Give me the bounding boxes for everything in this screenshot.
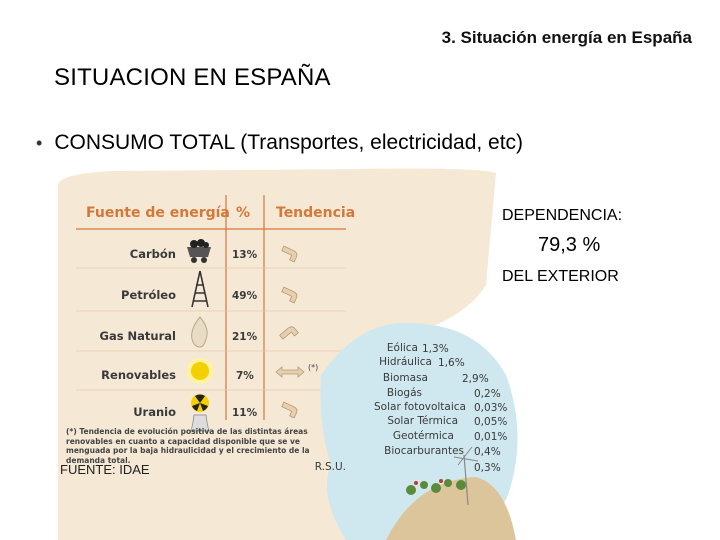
page-title: SITUACION EN ESPAÑA — [54, 64, 331, 91]
dependency-label: DEPENDENCIA: — [502, 207, 623, 224]
oil-derrick-icon — [191, 270, 209, 308]
ren-value: 0,3% — [474, 462, 501, 474]
header-fuente: Fuente de energía — [86, 205, 230, 221]
sun-icon — [187, 358, 213, 384]
trend-asterisk: (*) — [308, 363, 319, 372]
header-tendencia: Tendencia — [276, 205, 356, 221]
row-pct-petroleo: 49% — [232, 290, 258, 302]
ren-name: Biogás — [386, 387, 422, 399]
ren-value: 0,4% — [474, 446, 501, 458]
ren-name: Eólica — [386, 342, 418, 354]
row-pct-uranio: 11% — [232, 407, 258, 419]
ren-name: Solar Térmica — [387, 415, 458, 427]
dependency-value: 79,3 % — [538, 234, 601, 256]
bullet-text: CONSUMO TOTAL (Transportes, electricidad… — [54, 131, 524, 154]
ren-name: Biomasa — [382, 372, 428, 384]
source-label: FUENTE: IDAE — [60, 462, 150, 477]
ren-value: 0,05% — [474, 416, 508, 428]
ren-value: 0,03% — [474, 402, 508, 414]
ren-value: 2,9% — [462, 373, 489, 385]
row-name-renovables: Renovables — [101, 368, 176, 382]
row-name-petroleo: Petróleo — [121, 288, 176, 302]
ren-name: Geotérmica — [392, 430, 454, 442]
row-pct-renovables: 7% — [236, 370, 254, 382]
panel-background — [58, 168, 518, 540]
bullet-dot: • — [36, 132, 43, 153]
trend-down-icon — [281, 245, 298, 263]
ren-name: R.S.U. — [314, 461, 346, 473]
trend-down-icon — [281, 286, 298, 304]
row-pct-gas: 21% — [232, 331, 258, 343]
gas-flame-icon — [191, 316, 208, 348]
ren-name: Hidráulica — [379, 356, 432, 368]
ren-value: 0,2% — [474, 388, 501, 400]
ren-name: Biocarburantes — [384, 445, 464, 457]
row-name-carbon: Carbón — [129, 247, 176, 261]
ren-name: Solar fotovoltaica — [374, 401, 466, 413]
trend-up-icon — [279, 326, 299, 340]
footnote: (*) Tendencia de evolución positiva de l… — [66, 427, 310, 465]
header-percent: % — [236, 205, 251, 221]
ren-value: 1,6% — [438, 357, 465, 369]
trend-down-icon — [281, 401, 298, 419]
dependency-suffix: DEL EXTERIOR — [502, 268, 619, 285]
ren-value: 0,01% — [474, 431, 508, 443]
energy-panel: Fuente de energía % Tendencia Carbón Pet… — [56, 165, 526, 540]
coal-cart-icon — [187, 239, 211, 263]
ren-value: 1,3% — [422, 343, 449, 355]
row-pct-carbon: 13% — [232, 249, 258, 261]
radiation-icon — [189, 394, 211, 432]
row-name-uranio: Uranio — [133, 405, 176, 419]
trend-both-icon — [275, 366, 305, 378]
section-title: 3. Situación energía en España — [441, 28, 692, 47]
row-name-gas: Gas Natural — [99, 329, 177, 343]
bullet-item: • CONSUMO TOTAL (Transportes, electricid… — [36, 131, 523, 155]
